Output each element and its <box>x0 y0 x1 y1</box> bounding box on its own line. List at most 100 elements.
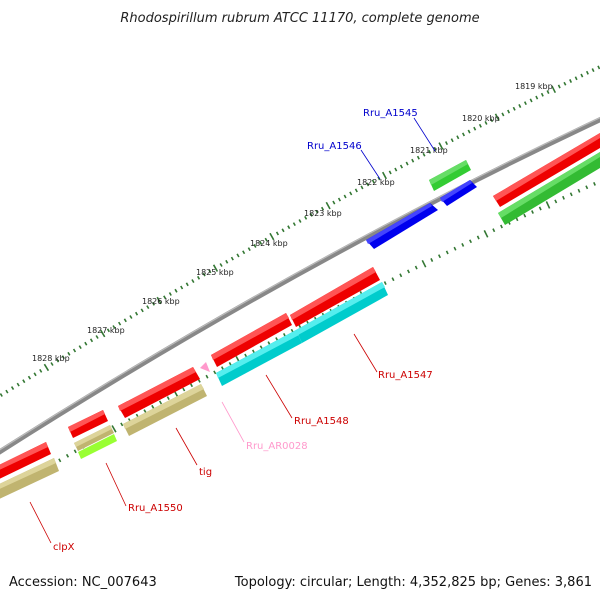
gene-Rru_A1550[interactable] <box>68 410 108 438</box>
ruler-tick <box>140 308 144 313</box>
ruler-tick <box>546 90 550 94</box>
ruler-label: 1826 kbp <box>142 297 180 306</box>
ruler-tick <box>95 335 99 339</box>
ruler-tick <box>146 305 150 310</box>
ruler-tick <box>197 379 201 383</box>
ruler-tick <box>377 176 381 181</box>
ruler-tick <box>269 232 275 241</box>
ruler-label: 1823 kbp <box>304 209 342 218</box>
ruler-tick <box>391 277 395 282</box>
ruler-tick <box>585 70 589 75</box>
gene-label-clpX[interactable]: clpX <box>53 542 75 553</box>
ruler-tick <box>349 191 353 196</box>
ruler-tick <box>437 254 442 259</box>
ruler-tick <box>428 149 432 154</box>
gene-Rru_A1547[interactable] <box>290 267 380 327</box>
ruler-tick <box>492 228 496 233</box>
ruler-tick <box>212 264 219 272</box>
ruler-label: 1820 kbp <box>462 114 500 123</box>
ruler-tick <box>281 228 285 233</box>
ruler-tick <box>563 81 567 86</box>
gene-label-Rru_A1548[interactable]: Rru_A1548 <box>294 416 349 427</box>
ruler-tick <box>191 279 195 284</box>
gene-clpX[interactable] <box>0 442 51 481</box>
ruler-tick <box>251 349 256 354</box>
ruler-tick <box>540 92 544 97</box>
ruler-tick <box>189 383 194 388</box>
gene-label-Rru_A1550[interactable]: Rru_A1550 <box>128 503 183 514</box>
ruler-tick <box>411 158 415 163</box>
gene-label-Rru_A1547[interactable]: Rru_A1547 <box>378 370 433 381</box>
ruler-tick <box>405 161 409 166</box>
gene-Rru_A1545[interactable] <box>440 180 477 206</box>
ruler-tick <box>453 246 457 251</box>
ruler-tick <box>421 259 427 268</box>
ruler-tick <box>264 237 268 242</box>
ruler-labels: 1819 kbp 1820 kbp 1821 kbp 1822 kbp 1823… <box>32 82 553 363</box>
gene-label-Rru_A1545[interactable]: Rru_A1545 <box>363 108 418 119</box>
ruler-tick <box>16 382 20 387</box>
ruler-label: 1827 kbp <box>87 326 125 335</box>
ruler-tick <box>394 167 398 172</box>
ruler-tick <box>151 301 155 306</box>
ruler-tick <box>112 325 116 329</box>
ruler-tick <box>220 366 225 371</box>
ruler-tick <box>10 386 15 391</box>
gene-tig[interactable] <box>118 367 200 418</box>
ruler-tick <box>366 182 370 187</box>
ruler-tick <box>399 164 404 169</box>
ruler-tick <box>484 121 488 125</box>
ruler-tick <box>507 109 511 114</box>
ruler-tick <box>0 393 3 397</box>
ruler-tick <box>494 113 500 122</box>
ruler-tick <box>244 353 248 358</box>
ruler-tick <box>259 345 263 350</box>
ruler-tick <box>445 250 449 255</box>
ruler-tick <box>242 250 246 255</box>
ruler-tick <box>512 106 516 111</box>
ruler-tick <box>562 195 565 200</box>
ruler-tick <box>287 225 291 230</box>
ruler-tick <box>461 243 465 247</box>
cog-Rru_A1547 <box>296 282 388 343</box>
ruler-tick <box>438 142 444 150</box>
gene-Rru_A1546[interactable] <box>366 203 438 249</box>
gene-Rru_AR0028[interactable] <box>200 362 210 372</box>
cog-Rru_A1548 <box>216 330 302 386</box>
ruler-label: 1822 kbp <box>357 178 395 187</box>
gene-label-tig[interactable]: tig <box>199 467 212 478</box>
gene-label-Rru_A1546[interactable]: Rru_A1546 <box>307 141 362 152</box>
ruler-tick <box>197 275 201 280</box>
ruler-tick <box>84 341 88 346</box>
gene-Rru_A1548[interactable] <box>211 313 292 367</box>
ruler-tick <box>247 247 251 251</box>
ruler-tick <box>61 355 65 360</box>
cog-Rru_A1550 <box>74 425 117 459</box>
ruler-tick <box>58 458 62 463</box>
ruler-label: 1824 kbp <box>250 239 288 248</box>
gene-label-Rru_AR0028[interactable]: Rru_AR0028 <box>246 441 308 452</box>
ruler-tick <box>501 112 505 117</box>
cog-clpX <box>0 458 59 499</box>
ruler-tick <box>399 273 403 278</box>
genome-backbone-highlight <box>0 117 600 451</box>
ruler-tick <box>557 84 561 89</box>
ruler-tick <box>531 210 534 214</box>
ruler-tick <box>518 104 522 108</box>
ruler-tick <box>78 345 82 350</box>
ruler-tick <box>219 263 223 267</box>
ruler-tick <box>554 199 558 204</box>
ruler-tick <box>27 375 32 380</box>
ruler-tick <box>72 348 77 353</box>
ruler-tick <box>343 194 347 199</box>
ruler-tick <box>523 213 527 218</box>
ruler-tick <box>569 79 573 83</box>
ruler-tick <box>468 239 473 244</box>
ruler-tick <box>529 98 533 103</box>
ruler-tick <box>416 155 420 160</box>
ruler-tick <box>143 409 147 414</box>
ruler-tick <box>253 244 257 248</box>
cog-tig <box>123 384 207 436</box>
